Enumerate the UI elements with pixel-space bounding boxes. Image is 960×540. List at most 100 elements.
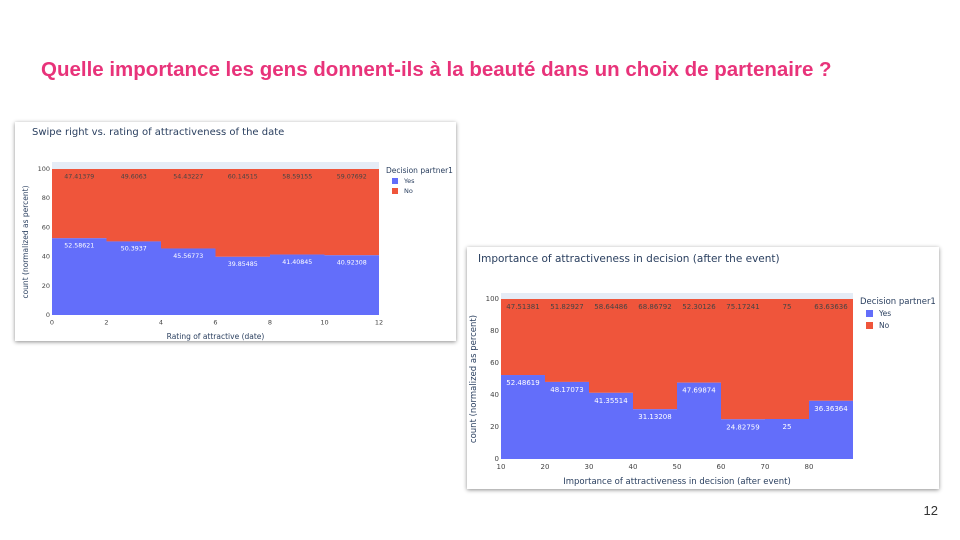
x-tick-label: 10 [497, 463, 506, 471]
chart-importance-attractiveness: Importance of attractiveness in decision… [467, 247, 939, 489]
x-tick-label: 30 [585, 463, 594, 471]
x-tick-label: 2 [104, 319, 108, 327]
y-tick-label: 0 [46, 311, 50, 319]
legend-label-yes: Yes [878, 309, 891, 318]
x-tick-label: 8 [268, 319, 272, 327]
data-label-yes: 39.85485 [228, 261, 258, 268]
slide-title: Quelle importance les gens donnent-ils à… [41, 58, 832, 81]
chart-title: Swipe right vs. rating of attractiveness… [32, 127, 284, 138]
bar-yes [545, 381, 589, 459]
y-tick-label: 20 [42, 282, 50, 290]
data-label-yes: 47.69874 [682, 387, 716, 395]
data-label-no: 58.64486 [594, 303, 628, 311]
data-label-yes: 45.56773 [173, 253, 203, 260]
y-tick-label: 60 [42, 223, 50, 231]
bar-yes [633, 409, 677, 459]
x-tick-label: 40 [629, 463, 638, 471]
bar-yes [52, 238, 107, 315]
bar-no [501, 299, 545, 376]
bar-yes [215, 256, 270, 315]
data-label-yes: 40.92308 [337, 260, 367, 267]
data-label-no: 60.14515 [228, 173, 258, 180]
x-tick-label: 50 [673, 463, 682, 471]
data-label-no: 51.82927 [550, 303, 583, 311]
data-label-yes: 52.48619 [506, 379, 539, 387]
y-tick-label: 100 [486, 295, 499, 303]
bar-yes [765, 419, 809, 459]
bar-no [106, 169, 161, 242]
x-axis-title: Rating of attractive (date) [167, 332, 265, 341]
x-tick-label: 4 [159, 319, 163, 327]
plot-header-strip [52, 162, 379, 169]
page-number: 12 [923, 503, 938, 518]
data-label-yes: 25 [783, 423, 792, 431]
bar-no [765, 299, 809, 419]
chart-title: Importance of attractiveness in decision… [478, 253, 780, 265]
bar-yes [589, 392, 633, 459]
x-tick-label: 0 [50, 319, 54, 327]
data-label-yes: 50.3937 [121, 246, 147, 253]
data-label-yes: 36.36364 [814, 405, 848, 413]
bar-no [633, 299, 677, 410]
data-label-no: 59.07692 [337, 173, 367, 180]
x-tick-label: 70 [761, 463, 770, 471]
data-label-no: 47.51381 [506, 303, 539, 311]
bar-no [270, 169, 325, 255]
data-label-yes: 41.40845 [282, 259, 312, 266]
x-axis-title: Importance of attractiveness in decision… [563, 477, 791, 487]
bar-no [677, 299, 721, 383]
y-tick-label: 40 [490, 391, 499, 399]
data-label-no: 58.59155 [282, 173, 312, 180]
x-tick-label: 12 [375, 319, 383, 327]
bar-no [215, 169, 270, 257]
bar-yes [270, 254, 325, 315]
chart-swipe-vs-attractiveness: Swipe right vs. rating of attractiveness… [15, 122, 456, 341]
data-label-no: 52.30126 [682, 303, 716, 311]
data-label-no: 75.17241 [726, 303, 759, 311]
y-tick-label: 100 [38, 165, 50, 173]
plot-header-strip [501, 293, 853, 299]
y-tick-label: 80 [42, 194, 50, 202]
bar-yes [501, 375, 545, 459]
y-tick-label: 0 [495, 455, 499, 463]
bar-no [721, 299, 765, 420]
data-label-no: 75 [783, 303, 792, 311]
bar-yes [161, 248, 216, 315]
x-tick-label: 60 [717, 463, 726, 471]
legend-swatch-yes [866, 310, 873, 317]
bar-yes [106, 241, 161, 315]
x-tick-label: 10 [320, 319, 328, 327]
data-label-yes: 31.13208 [638, 413, 671, 421]
bar-no [589, 299, 633, 393]
bar-no [545, 299, 589, 382]
bar-yes [677, 382, 721, 459]
y-axis-title: count (normalized as percent) [469, 315, 479, 443]
legend-label-no: No [404, 187, 413, 195]
legend-label-yes: Yes [403, 177, 415, 185]
y-axis-title: count (normalized as percent) [21, 185, 30, 298]
data-label-no: 47.41379 [64, 173, 94, 180]
bar-yes [721, 419, 765, 459]
data-label-no: 63.63636 [814, 303, 848, 311]
x-tick-label: 80 [805, 463, 814, 471]
bar-no [809, 299, 853, 401]
x-tick-label: 20 [541, 463, 550, 471]
bar-no [52, 169, 107, 239]
bar-yes [324, 255, 379, 315]
y-tick-label: 60 [490, 359, 499, 367]
data-label-yes: 48.17073 [550, 386, 583, 394]
bar-no [324, 169, 379, 256]
chart-2-svg: Importance of attractiveness in decision… [469, 253, 936, 487]
data-label-yes: 24.82759 [726, 423, 759, 431]
data-label-no: 54.43227 [173, 173, 203, 180]
data-label-no: 49.6063 [121, 173, 147, 180]
data-label-yes: 41.35514 [594, 397, 628, 405]
bar-yes [809, 400, 853, 459]
chart-1-svg: Swipe right vs. rating of attractiveness… [21, 127, 453, 341]
legend-title: Decision partner1 [860, 297, 936, 307]
legend-swatch-yes [392, 178, 398, 184]
data-label-yes: 52.58621 [64, 243, 94, 250]
bar-no [161, 169, 216, 249]
y-tick-label: 80 [490, 327, 499, 335]
x-tick-label: 6 [213, 319, 217, 327]
